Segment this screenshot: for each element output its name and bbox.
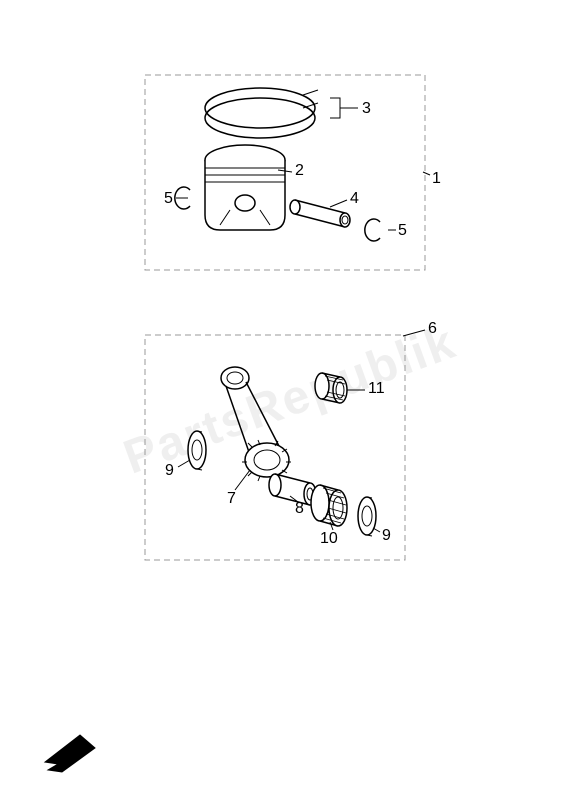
label-6: 6: [428, 320, 437, 338]
technical-diagram-svg: [0, 0, 579, 800]
diagram-container: PartsRepublik: [0, 0, 579, 800]
label-3: 3: [362, 100, 371, 118]
label-5-right: 5: [398, 222, 407, 240]
label-3-leader: [330, 98, 358, 118]
label-7-leader: [235, 470, 250, 490]
crank-pin: [269, 474, 316, 505]
washer-right: [358, 497, 376, 536]
label-7: 7: [227, 490, 236, 508]
bearing-small-end: [315, 373, 347, 403]
label-9-leader-right: [373, 528, 380, 532]
label-9-right: 9: [382, 527, 391, 545]
bearing-big-end: [311, 485, 347, 526]
label-9-left: 9: [165, 462, 174, 480]
label-9-leader-left: [178, 460, 190, 467]
label-10: 10: [320, 530, 338, 548]
label-5-left: 5: [164, 190, 173, 208]
piston-clip-right: [365, 219, 380, 241]
label-6-leader: [403, 330, 425, 336]
label-4: 4: [350, 190, 359, 208]
washer-left: [188, 431, 206, 470]
label-8: 8: [295, 500, 304, 518]
label-1: 1: [432, 170, 441, 188]
direction-arrow: [45, 735, 95, 772]
piston-pin: [290, 200, 350, 227]
piston-rings: [205, 88, 318, 138]
label-4-leader: [330, 200, 347, 207]
connecting-rod: [221, 367, 291, 481]
label-2: 2: [295, 162, 304, 180]
label-1-leader: [423, 172, 430, 175]
label-11: 11: [368, 380, 385, 398]
piston-body: [205, 145, 285, 230]
